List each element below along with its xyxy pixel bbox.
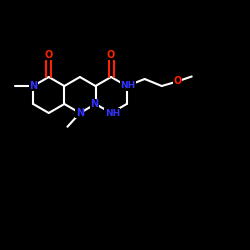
Text: O: O	[173, 76, 181, 86]
Text: O: O	[107, 50, 115, 59]
Text: N: N	[29, 81, 37, 91]
Text: NH: NH	[105, 108, 120, 118]
Text: N: N	[76, 108, 84, 118]
Text: NH: NH	[120, 82, 136, 90]
Text: N: N	[90, 99, 98, 109]
Text: O: O	[44, 50, 53, 59]
